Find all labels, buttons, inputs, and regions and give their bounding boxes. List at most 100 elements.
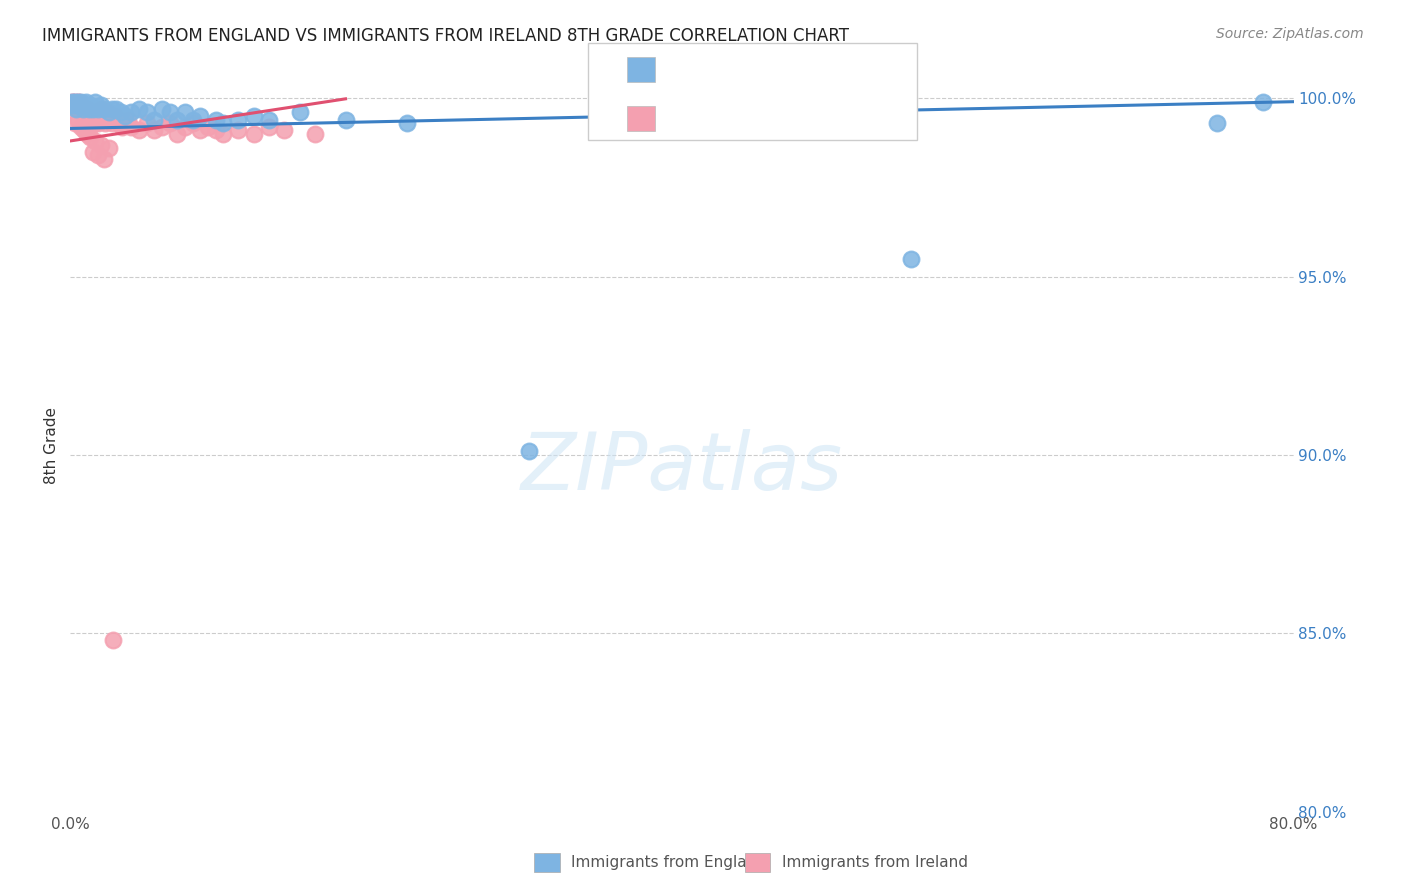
Point: [143, 123, 166, 137]
Point: [87, 148, 110, 162]
Text: Immigrants from England: Immigrants from England: [571, 855, 766, 870]
Point: [90, 102, 112, 116]
Point: [135, 105, 157, 120]
Text: IMMIGRANTS FROM ENGLAND VS IMMIGRANTS FROM IRELAND 8TH GRADE CORRELATION CHART: IMMIGRANTS FROM ENGLAND VS IMMIGRANTS FR…: [42, 27, 849, 45]
Point: [69, 98, 91, 112]
Point: [79, 109, 101, 123]
Point: [77, 109, 100, 123]
Point: [135, 116, 157, 130]
Point: [181, 116, 204, 130]
Point: [204, 123, 226, 137]
Point: [243, 127, 266, 141]
Point: [70, 120, 93, 134]
Point: [335, 112, 357, 127]
Point: [166, 112, 188, 127]
Point: [98, 109, 121, 123]
Point: [1251, 95, 1274, 109]
Point: [73, 109, 96, 123]
Point: [97, 105, 120, 120]
Point: [69, 98, 91, 112]
Point: [273, 123, 295, 137]
Point: [76, 102, 98, 116]
Point: [83, 109, 105, 123]
Point: [79, 105, 101, 120]
Point: [73, 123, 96, 137]
Point: [84, 112, 107, 127]
Point: [72, 105, 94, 120]
Text: R =  0.214   N = 46: R = 0.214 N = 46: [666, 61, 873, 78]
Point: [76, 105, 98, 120]
Point: [60, 95, 83, 109]
Point: [204, 112, 226, 127]
Point: [79, 130, 101, 145]
Point: [76, 98, 98, 112]
Point: [97, 141, 120, 155]
Point: [93, 152, 115, 166]
Point: [65, 98, 87, 112]
Point: [79, 98, 101, 112]
Point: [128, 123, 150, 137]
Point: [143, 112, 166, 127]
Point: [66, 112, 89, 127]
Point: [159, 116, 181, 130]
Point: [150, 120, 173, 134]
Text: ZIPatlas: ZIPatlas: [520, 429, 844, 507]
Point: [212, 127, 235, 141]
Point: [188, 123, 211, 137]
Point: [65, 102, 87, 116]
Point: [66, 95, 89, 109]
Point: [212, 116, 235, 130]
Point: [62, 95, 84, 109]
Point: [159, 105, 181, 120]
Point: [105, 112, 128, 127]
Point: [73, 98, 96, 112]
Point: [395, 116, 418, 130]
Point: [63, 98, 86, 112]
Point: [197, 120, 219, 134]
Point: [114, 109, 136, 123]
Point: [100, 102, 122, 116]
Point: [117, 112, 139, 127]
Point: [70, 102, 93, 116]
Text: R =  0.230   N = 81: R = 0.230 N = 81: [666, 110, 873, 128]
Point: [93, 109, 115, 123]
Point: [121, 105, 143, 120]
Point: [108, 116, 131, 130]
Point: [76, 127, 98, 141]
Point: [65, 102, 87, 116]
Point: [228, 123, 250, 137]
Point: [110, 105, 132, 120]
Point: [105, 102, 128, 116]
Point: [82, 145, 104, 159]
Text: Source: ZipAtlas.com: Source: ZipAtlas.com: [1216, 27, 1364, 41]
Point: [166, 127, 188, 141]
Point: [91, 112, 114, 127]
Point: [87, 102, 110, 116]
Point: [595, 112, 617, 127]
Point: [60, 95, 83, 109]
Point: [77, 112, 100, 127]
Point: [900, 252, 922, 266]
Point: [66, 102, 89, 116]
Point: [75, 102, 97, 116]
Point: [83, 134, 105, 148]
Point: [101, 112, 124, 127]
Point: [63, 116, 86, 130]
Point: [80, 112, 103, 127]
Point: [188, 109, 211, 123]
Point: [82, 105, 104, 120]
Point: [70, 95, 93, 109]
Point: [70, 98, 93, 112]
Point: [288, 105, 311, 120]
Point: [304, 127, 326, 141]
Point: [111, 120, 134, 134]
Point: [90, 98, 112, 112]
Point: [96, 105, 118, 120]
Point: [63, 95, 86, 109]
Point: [69, 95, 91, 109]
Point: [128, 102, 150, 116]
Point: [150, 102, 173, 116]
Point: [75, 95, 97, 109]
Point: [87, 105, 110, 120]
Point: [94, 116, 117, 130]
